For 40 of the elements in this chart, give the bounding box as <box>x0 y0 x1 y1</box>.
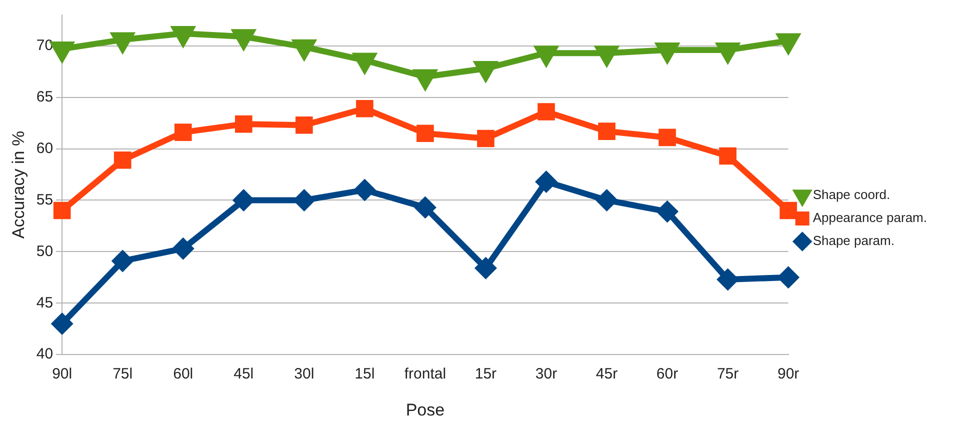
point <box>294 190 314 210</box>
x-tick-label: 30r <box>535 366 558 383</box>
point <box>112 250 133 271</box>
x-tick-label: 60r <box>656 366 678 383</box>
x-tick-label: 75r <box>716 366 739 383</box>
x-tick-label: 15l <box>354 366 375 383</box>
y-tick-label: 65 <box>36 88 54 106</box>
y-tick-label: 60 <box>36 140 54 157</box>
legend-label: Appearance param. <box>812 210 928 226</box>
x-tick-label: 15r <box>474 366 497 383</box>
point <box>476 258 496 278</box>
point <box>234 190 254 210</box>
legend-label: Shape param. <box>812 233 894 248</box>
point <box>114 151 132 169</box>
point <box>596 190 617 210</box>
x-tick-label: 45l <box>234 366 254 383</box>
y-tick-label: 40 <box>36 346 54 363</box>
y-tick-label: 45 <box>36 294 54 312</box>
point <box>53 202 71 220</box>
x-tick-label: 45r <box>596 366 618 383</box>
point <box>718 269 738 290</box>
x-tick-label: 60l <box>173 366 194 383</box>
point <box>719 147 736 165</box>
x-tick-label: frontal <box>404 366 446 383</box>
point <box>536 172 556 192</box>
point <box>780 202 797 220</box>
x-tick-label: 90l <box>52 366 72 383</box>
point <box>657 202 678 222</box>
y-tick-label: 55 <box>36 191 54 208</box>
x-tick-label: 30l <box>294 366 314 383</box>
point <box>354 180 375 200</box>
legend-label: Shape coord. <box>812 187 890 202</box>
x-axis-title: Pose <box>406 400 445 420</box>
point <box>778 267 798 288</box>
y-tick-label: 50 <box>36 242 54 260</box>
point <box>173 238 194 259</box>
y-axis-title: Accuracy in % <box>8 130 28 239</box>
x-tick-label: 75l <box>112 366 133 383</box>
x-tick-label: 90r <box>777 366 800 383</box>
point <box>415 197 436 218</box>
